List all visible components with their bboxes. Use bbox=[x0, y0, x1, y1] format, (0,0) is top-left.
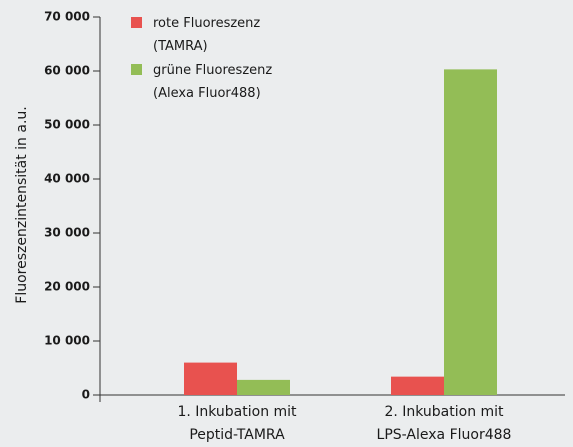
legend-swatch bbox=[131, 17, 142, 28]
bar bbox=[184, 362, 237, 395]
x-tick-label: 1. Inkubation mit Peptid-TAMRA bbox=[177, 404, 297, 443]
y-tick-label: 60 000 bbox=[44, 64, 90, 78]
y-tick-label: 0 bbox=[82, 388, 90, 402]
y-tick-label: 10 000 bbox=[44, 334, 90, 348]
y-tick-label: 70 000 bbox=[44, 10, 90, 24]
y-tick-label: 20 000 bbox=[44, 280, 90, 294]
y-tick-label: 50 000 bbox=[44, 118, 90, 132]
legend-label: grüne Fluoreszenz (Alexa Fluor488) bbox=[153, 63, 272, 101]
bar bbox=[237, 379, 290, 395]
x-tick-label: 2. Inkubation mit LPS-Alexa Fluor488 bbox=[377, 404, 512, 443]
y-tick-label: 30 000 bbox=[44, 226, 90, 240]
y-axis-label: Fluoreszenzintensität in a.u. bbox=[14, 106, 30, 303]
y-tick-label: 40 000 bbox=[44, 172, 90, 186]
legend-label: rote Fluoreszenz (TAMRA) bbox=[153, 16, 260, 54]
bar bbox=[444, 69, 497, 395]
bar bbox=[391, 376, 444, 395]
legend-swatch bbox=[131, 64, 142, 75]
